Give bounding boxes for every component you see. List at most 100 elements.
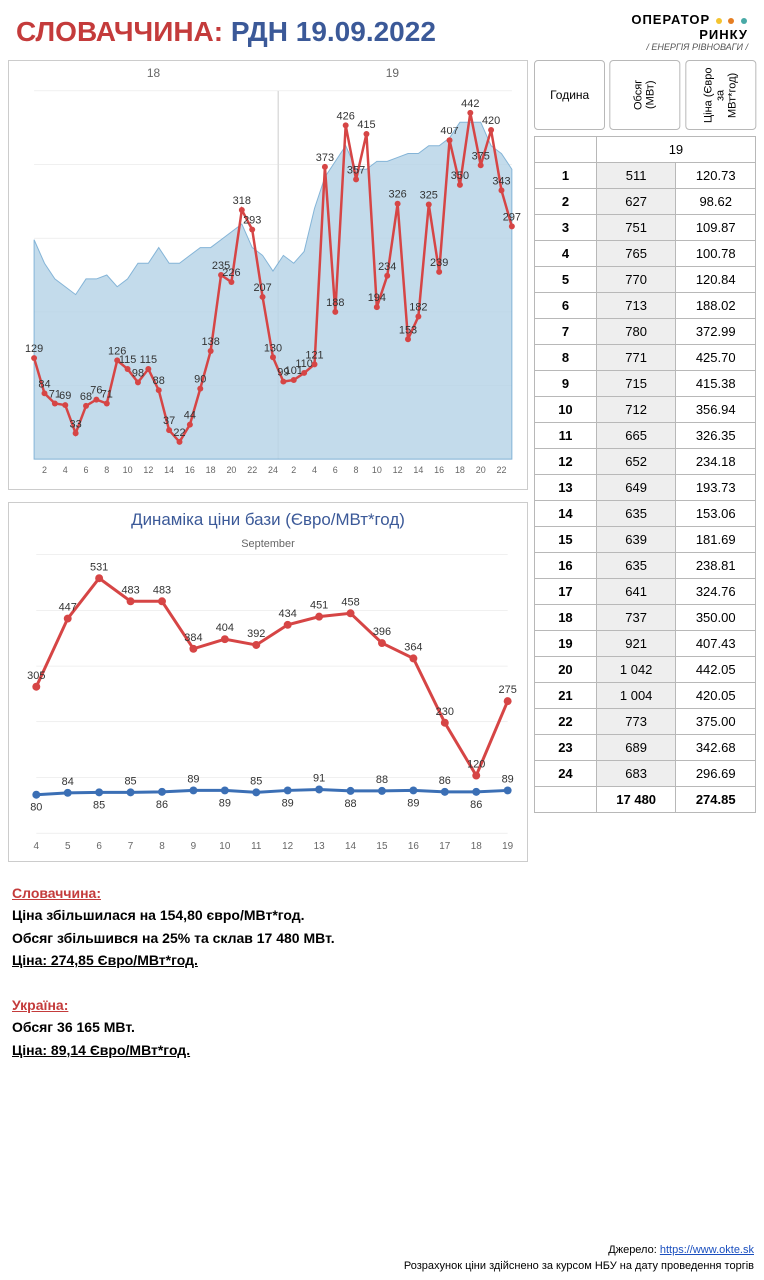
svg-text:89: 89 — [407, 797, 419, 809]
svg-text:37: 37 — [163, 415, 175, 427]
svg-text:18: 18 — [455, 465, 465, 475]
page-title: СЛОВАЧЧИНА: РДН 19.09.2022 — [16, 16, 436, 48]
slovakia-line2: Обсяг збільшився на 25% та склав 17 480 … — [12, 927, 524, 949]
table-row: 14635153.06 — [535, 501, 756, 527]
svg-text:89: 89 — [502, 773, 514, 785]
svg-text:September: September — [241, 538, 295, 550]
svg-text:14: 14 — [164, 465, 174, 475]
svg-text:407: 407 — [440, 125, 458, 137]
header: СЛОВАЧЧИНА: РДН 19.09.2022 ОПЕРАТОР РИНК… — [0, 0, 764, 60]
svg-text:115: 115 — [119, 354, 136, 366]
svg-text:4: 4 — [63, 465, 68, 475]
svg-text:483: 483 — [121, 584, 139, 596]
table-row: 201 042442.05 — [535, 657, 756, 683]
svg-text:12: 12 — [393, 465, 403, 475]
svg-text:12: 12 — [143, 465, 153, 475]
svg-text:364: 364 — [404, 641, 422, 653]
svg-text:373: 373 — [316, 152, 334, 164]
svg-text:85: 85 — [93, 799, 105, 811]
svg-text:22: 22 — [173, 427, 185, 439]
svg-text:447: 447 — [59, 602, 77, 614]
svg-text:275: 275 — [499, 684, 517, 696]
svg-text:120: 120 — [467, 759, 485, 771]
svg-text:88: 88 — [153, 375, 165, 387]
svg-text:80: 80 — [30, 802, 42, 814]
svg-text:71: 71 — [101, 389, 113, 401]
svg-text:343: 343 — [492, 175, 510, 187]
ukraine-line1: Обсяг 36 165 МВт. — [12, 1016, 524, 1038]
svg-text:Динаміка ціни бази (Євро/МВт*г: Динаміка ціни бази (Євро/МВт*год) — [131, 510, 405, 529]
svg-text:7: 7 — [128, 841, 134, 852]
svg-text:12: 12 — [282, 841, 294, 852]
svg-text:6: 6 — [84, 465, 89, 475]
table-row: 13649193.73 — [535, 475, 756, 501]
svg-text:10: 10 — [123, 465, 133, 475]
svg-text:384: 384 — [184, 632, 202, 644]
svg-text:10: 10 — [372, 465, 382, 475]
svg-text:451: 451 — [310, 600, 328, 612]
svg-text:9: 9 — [191, 841, 197, 852]
table-header-hour: Година — [534, 60, 605, 130]
svg-text:230: 230 — [436, 706, 454, 718]
svg-text:293: 293 — [243, 215, 261, 227]
svg-text:6: 6 — [333, 465, 338, 475]
svg-text:90: 90 — [194, 374, 206, 386]
svg-text:188: 188 — [326, 297, 344, 309]
svg-text:182: 182 — [409, 302, 427, 314]
svg-text:138: 138 — [202, 336, 220, 348]
svg-text:2: 2 — [42, 465, 47, 475]
table-row: 22773375.00 — [535, 709, 756, 735]
svg-text:11: 11 — [251, 841, 262, 852]
source-link[interactable]: https://www.okte.sk — [660, 1244, 754, 1256]
svg-text:115: 115 — [140, 354, 157, 366]
svg-text:88: 88 — [376, 774, 388, 786]
svg-text:22: 22 — [247, 465, 257, 475]
title-country: СЛОВАЧЧИНА: — [16, 16, 223, 47]
table-row: 19921407.43 — [535, 631, 756, 657]
hourly-data-table: 191511120.73262798.623751109.874765100.7… — [534, 136, 756, 813]
svg-text:84: 84 — [62, 776, 74, 788]
table-row: 1511120.73 — [535, 163, 756, 189]
table-row: 211 004420.05 — [535, 683, 756, 709]
svg-text:4: 4 — [34, 841, 40, 852]
svg-text:234: 234 — [378, 261, 396, 273]
svg-text:85: 85 — [124, 775, 136, 787]
table-row: 3751109.87 — [535, 215, 756, 241]
svg-text:239: 239 — [430, 257, 448, 269]
svg-text:326: 326 — [388, 189, 406, 201]
table-row: 5770120.84 — [535, 267, 756, 293]
source-label: Джерело: — [608, 1244, 660, 1256]
svg-text:91: 91 — [313, 773, 325, 785]
slovakia-line1: Ціна збільшилася на 154,80 євро/МВт*год. — [12, 904, 524, 926]
svg-text:458: 458 — [341, 596, 359, 608]
svg-text:16: 16 — [434, 465, 444, 475]
slovakia-price-label: Ціна: — [12, 952, 47, 968]
svg-text:85: 85 — [250, 775, 262, 787]
table-row: 7780372.99 — [535, 319, 756, 345]
svg-text:420: 420 — [482, 115, 500, 127]
ukraine-head: Україна: — [12, 994, 524, 1016]
table-row: 11665326.35 — [535, 423, 756, 449]
svg-text:129: 129 — [25, 343, 43, 355]
table-header-volume: Обсяг (МВт) — [609, 60, 680, 130]
svg-text:404: 404 — [216, 622, 234, 634]
svg-text:88: 88 — [344, 798, 356, 810]
svg-text:69: 69 — [59, 390, 71, 402]
svg-text:442: 442 — [461, 98, 479, 110]
svg-text:8: 8 — [159, 841, 165, 852]
table-row: 17641324.76 — [535, 579, 756, 605]
svg-text:10: 10 — [219, 841, 231, 852]
svg-text:130: 130 — [264, 342, 282, 354]
svg-text:357: 357 — [347, 164, 365, 176]
svg-text:13: 13 — [314, 841, 326, 852]
data-table-panel: Година Обсяг (МВт) Ціна (Євро за МВт*год… — [528, 60, 756, 1069]
svg-text:153: 153 — [399, 324, 417, 336]
svg-text:86: 86 — [439, 775, 451, 787]
svg-text:426: 426 — [337, 110, 355, 122]
svg-text:24: 24 — [268, 465, 278, 475]
svg-text:375: 375 — [472, 150, 490, 162]
svg-text:207: 207 — [253, 282, 271, 294]
svg-text:22: 22 — [496, 465, 506, 475]
svg-text:318: 318 — [233, 195, 251, 207]
svg-text:531: 531 — [90, 561, 108, 573]
